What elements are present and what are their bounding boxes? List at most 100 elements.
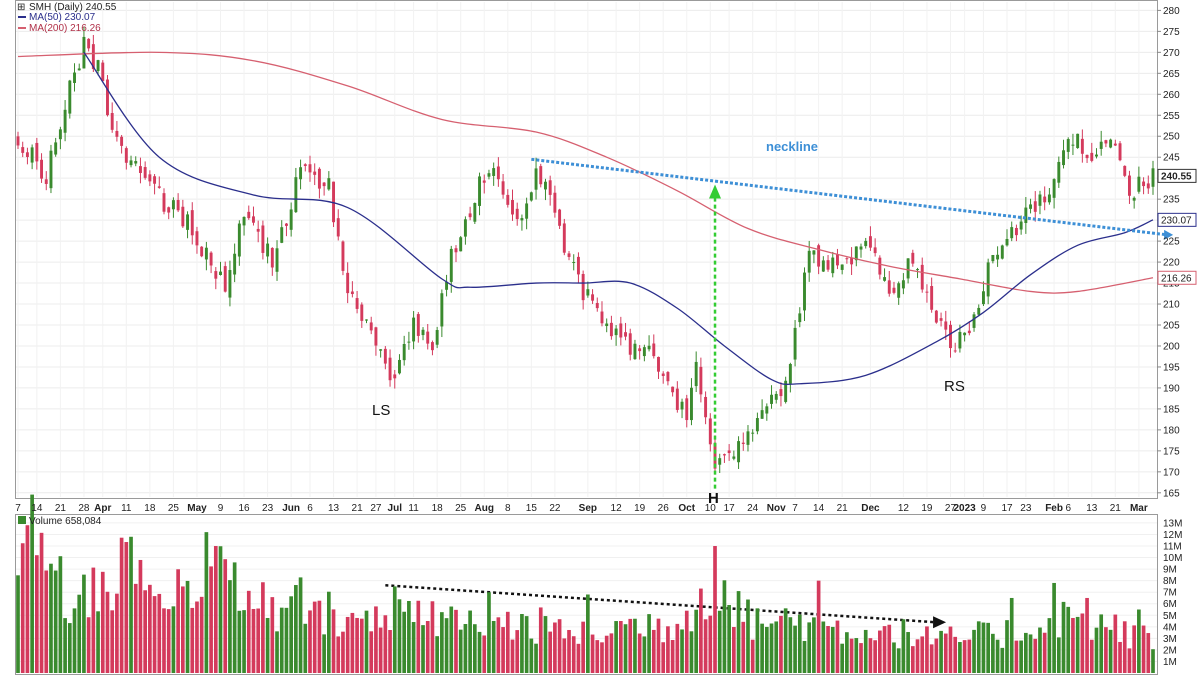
candle-body — [704, 396, 708, 418]
volume-tick-label: 2M — [1163, 645, 1177, 656]
volume-bar — [1019, 640, 1023, 673]
candle-body — [275, 248, 279, 272]
legend: ⊞ SMH (Daily) 240.55 MA(50) 230.07 MA(20… — [17, 2, 117, 527]
volume-bar — [684, 610, 689, 673]
volume-bar — [425, 621, 430, 673]
candle-body — [770, 394, 773, 404]
volume-bar — [1056, 637, 1061, 673]
candle-body — [690, 387, 693, 421]
volume-bar — [661, 642, 666, 673]
volume-bar — [25, 525, 30, 673]
volume-bar — [854, 638, 859, 673]
volume-bar — [359, 618, 364, 673]
volume-bar — [788, 617, 793, 673]
ma200-line — [17, 51, 1154, 294]
candle-body — [581, 273, 585, 301]
ma50-badge: 230.07 — [1157, 212, 1197, 227]
candle-body — [1024, 207, 1028, 224]
volume-bar — [345, 616, 350, 673]
candle-body — [346, 272, 350, 294]
candle-body — [1043, 196, 1047, 203]
volume-bar — [388, 630, 392, 673]
candle-body — [157, 186, 161, 188]
candle-body — [1095, 154, 1098, 157]
candle-body — [685, 398, 689, 421]
candle-body — [1151, 168, 1155, 187]
volume-bar — [378, 627, 383, 673]
candle-body — [826, 260, 830, 270]
volume-bar — [656, 618, 661, 673]
volume-bar — [190, 607, 195, 673]
volume-bar — [53, 570, 58, 673]
volume-bar — [816, 580, 821, 673]
volume-bar — [270, 597, 275, 673]
volume-bar — [863, 629, 868, 673]
candle-body — [699, 366, 703, 395]
candle-body — [313, 171, 317, 175]
candle-body — [101, 62, 105, 81]
volume-bar — [1028, 634, 1033, 673]
date-tick-label: 25 — [455, 503, 467, 514]
candle-body — [129, 160, 133, 166]
volume-bar — [1132, 625, 1136, 673]
volume-tick-label: 6M — [1163, 599, 1177, 610]
volume-bar — [741, 621, 746, 673]
date-tick-label: Aug — [475, 503, 494, 514]
price-tick-label: 265 — [1163, 69, 1180, 80]
volume-bar — [590, 634, 595, 673]
volume-bar — [265, 617, 270, 673]
volume-bar — [364, 610, 369, 673]
volume-bar — [1141, 625, 1146, 673]
volume-bar — [35, 555, 39, 673]
candle-body — [741, 442, 745, 444]
candle-body — [261, 225, 265, 253]
volume-bar — [213, 546, 218, 673]
volume-bar — [873, 640, 877, 673]
volume-bar — [576, 643, 581, 673]
volume-bar — [538, 607, 543, 673]
candle-body — [487, 173, 491, 177]
volume-bar — [279, 607, 284, 673]
candle-body — [661, 373, 665, 376]
volume-bar — [411, 622, 416, 673]
candle-body — [44, 179, 48, 184]
volume-bar — [717, 610, 722, 673]
candle-body — [515, 208, 519, 220]
volume-bar — [520, 614, 524, 673]
candle-body — [529, 192, 533, 201]
candle-body — [284, 223, 288, 226]
volume-bar — [991, 633, 995, 673]
candle-body — [595, 302, 599, 309]
price-tick-label: 245 — [1163, 153, 1180, 164]
date-tick-label: 22 — [549, 503, 561, 514]
volume-bar — [157, 593, 162, 673]
candle-body — [760, 410, 764, 419]
date-tick-label: Mar — [1130, 503, 1148, 514]
volume-bar — [618, 621, 623, 673]
volume-bar — [694, 609, 699, 673]
candle-body — [110, 113, 114, 130]
candle-body — [426, 331, 430, 344]
candle-body — [755, 418, 759, 432]
volume-bar — [760, 623, 764, 673]
volume-bar — [901, 619, 906, 673]
volume-bar — [769, 623, 774, 673]
candle-body — [223, 266, 227, 292]
volume-bar — [732, 627, 736, 673]
ma200-value: 216.26 — [1161, 273, 1192, 284]
date-tick-label: 25 — [168, 503, 180, 514]
date-tick-label: 12 — [898, 503, 910, 514]
candle-body — [209, 252, 213, 266]
candle-body — [600, 311, 604, 324]
candle-body — [553, 192, 557, 213]
volume-bar — [63, 618, 67, 673]
date-tick-label: 11 — [408, 503, 419, 514]
volume-trend-group — [385, 584, 947, 629]
candle-body — [219, 271, 222, 275]
candle-body — [379, 349, 383, 351]
volume-trend-arrow — [385, 584, 936, 624]
candle-body — [854, 246, 858, 261]
candle-body — [996, 254, 1000, 260]
date-tick-label: 26 — [658, 503, 670, 514]
